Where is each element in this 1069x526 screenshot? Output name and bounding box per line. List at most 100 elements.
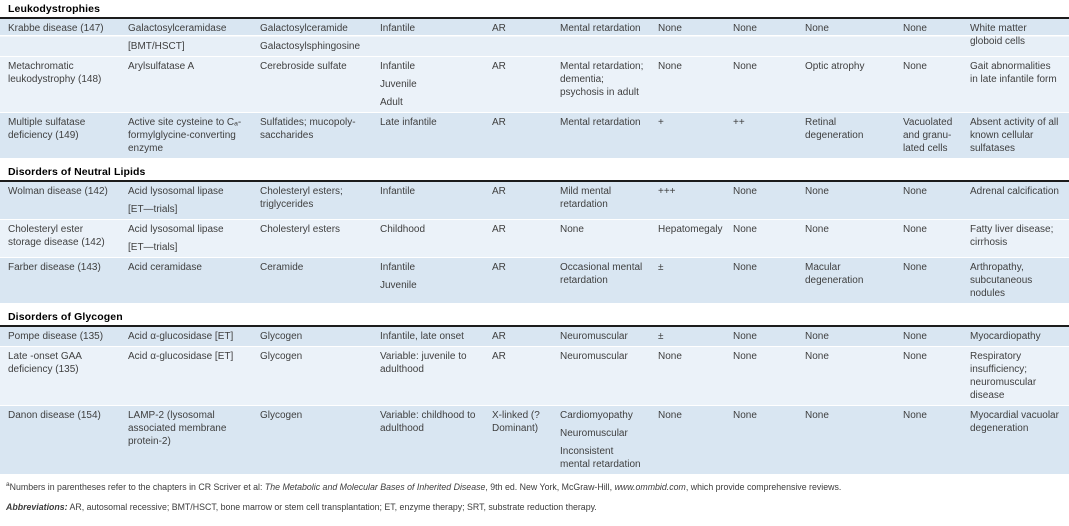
cell-text: None — [658, 410, 682, 421]
table-cell: None — [801, 347, 899, 405]
table-cell: None — [729, 220, 801, 257]
cell-text: Inconsistent mental retardation — [560, 446, 641, 470]
table-cell: White matter globoid cells — [966, 19, 1069, 56]
cell-text: Acid α-glucosidase [ET] — [128, 351, 234, 362]
table-cell: None — [729, 406, 801, 474]
cell-text: None — [903, 224, 927, 235]
table-cell: +++ — [654, 182, 729, 219]
table-row: Farber disease (143) Acid ceramidase Ceram… — [0, 258, 1069, 304]
table-row: Krabbe disease (147) Galactosylceramidase… — [0, 19, 1069, 57]
cell-text: None — [805, 351, 829, 362]
cell-text: AR — [492, 331, 506, 342]
cell-text: AR — [492, 117, 506, 128]
table-cell: None — [654, 19, 729, 56]
cell-text: Galactosylsphingosine — [260, 41, 361, 52]
table-cell: Galactosylceramidase [BMT/HSCT] — [124, 19, 256, 56]
cell-text: White matter globoid cells — [970, 23, 1027, 47]
table-cell: Acid lysosomal lipase [ET—trials] — [124, 182, 256, 219]
table-cell: None — [899, 258, 966, 303]
table-cell: None — [899, 182, 966, 219]
table-cell: Ceramide — [256, 258, 376, 303]
table-cell: Variable: juvenile to adulthood — [376, 347, 488, 405]
cell-text: AR — [492, 23, 506, 34]
table-cell: None — [899, 327, 966, 346]
table-cell: Mild mental retardation — [556, 182, 654, 219]
cell-text: Glycogen — [260, 351, 303, 362]
table-row: Multiple sulfatase deficiency (149) Activ… — [0, 113, 1069, 159]
cell-text: Fatty liver disease; cirrhosis — [970, 224, 1054, 248]
table-cell: Glycogen — [256, 327, 376, 346]
cell-text: None — [805, 23, 829, 34]
table-cell: Mental retardation — [556, 113, 654, 158]
cell-text: Variable: childhood to adulthood — [380, 410, 476, 434]
table-cell: Optic atrophy — [801, 57, 899, 112]
table-cell: Neuromuscular — [556, 327, 654, 346]
footnote-text: Abbreviations: — [6, 502, 68, 512]
table-cell: Acid ceramidase — [124, 258, 256, 303]
table-cell: Late -onset GAA deficiency (135) — [0, 347, 124, 405]
cell-text: Wolman disease (142) — [8, 186, 108, 197]
cell-text: None — [903, 351, 927, 362]
cell-text: None — [560, 224, 584, 235]
cell-text: None — [733, 262, 757, 273]
table-cell: None — [654, 347, 729, 405]
table-row: Pompe disease (135) Acid α-glucosidase [E… — [0, 327, 1069, 347]
table-cell: Infantile — [376, 182, 488, 219]
table-cell: Multiple sulfatase deficiency (149) — [0, 113, 124, 158]
table-cell: Infantile Juvenile — [376, 258, 488, 303]
cell-text: Neuromuscular — [560, 331, 628, 342]
table-row: Wolman disease (142) Acid lysosomal lipas… — [0, 182, 1069, 220]
cell-text: None — [903, 186, 927, 197]
cell-text: Juvenile — [380, 280, 417, 291]
cell-text: Danon disease (154) — [8, 410, 101, 421]
cell-text: Gait abnormalities in late infantile for… — [970, 61, 1057, 85]
cell-text: Glycogen — [260, 331, 303, 342]
table-cell: None — [801, 327, 899, 346]
footnote-text: Numbers in parentheses refer to the chap… — [9, 482, 265, 492]
table-cell: Hepatomegaly — [654, 220, 729, 257]
cell-text: Galactosylceramide — [260, 23, 348, 34]
cell-text: None — [805, 224, 829, 235]
table-row: Cholesteryl ester storage disease (142) A… — [0, 220, 1069, 258]
cell-text: Vacuolated and granu-lated cells — [903, 117, 953, 154]
table-cell: Fatty liver disease; cirrhosis — [966, 220, 1069, 257]
cell-text: Myocardiopathy — [970, 331, 1041, 342]
table-cell: None — [729, 258, 801, 303]
table-cell: Cardiomyopathy Neuromuscular Inconsistent … — [556, 406, 654, 474]
cell-text: Late -onset GAA deficiency (135) — [8, 351, 82, 375]
cell-text: Glycogen — [260, 410, 303, 421]
table-cell: Retinal degeneration — [801, 113, 899, 158]
cell-text: Cerebroside sulfate — [260, 61, 347, 72]
table-cell: Adrenal calcification — [966, 182, 1069, 219]
cell-text: ± — [658, 331, 664, 342]
footnote-text: www.ommbid.com — [614, 482, 686, 492]
cell-text: Infantile — [380, 186, 416, 197]
cell-text: AR — [492, 186, 506, 197]
table-cell: Wolman disease (142) — [0, 182, 124, 219]
table-cell: None — [801, 182, 899, 219]
cell-text: Mental retardation — [560, 23, 641, 34]
table-cell: AR — [488, 113, 556, 158]
table-cell: None — [899, 406, 966, 474]
cell-text: None — [658, 61, 682, 72]
table-cell: Infantile, late onset — [376, 327, 488, 346]
table-cell: Absent activity of all known cellular su… — [966, 113, 1069, 158]
cell-text: Occasional mental retardation — [560, 262, 643, 286]
cell-text: +++ — [658, 186, 676, 197]
table-cell: None — [556, 220, 654, 257]
table-cell: None — [801, 220, 899, 257]
cell-text: AR — [492, 351, 506, 362]
table-cell: Acid lysosomal lipase [ET—trials] — [124, 220, 256, 257]
table-cell: None — [801, 19, 899, 56]
cell-text: Hepatomegaly — [658, 224, 723, 235]
table-cell: None — [729, 19, 801, 56]
cell-text: None — [733, 224, 757, 235]
table-cell: Acid α-glucosidase [ET] — [124, 347, 256, 405]
cell-text: None — [805, 186, 829, 197]
cell-text: None — [733, 23, 757, 34]
table-cell: ++ — [729, 113, 801, 158]
cell-text: Infantile, late onset — [380, 331, 464, 342]
cell-text: [BMT/HSCT] — [128, 41, 185, 52]
cell-text: None — [903, 23, 927, 34]
cell-text: Acid lysosomal lipase — [128, 186, 224, 197]
